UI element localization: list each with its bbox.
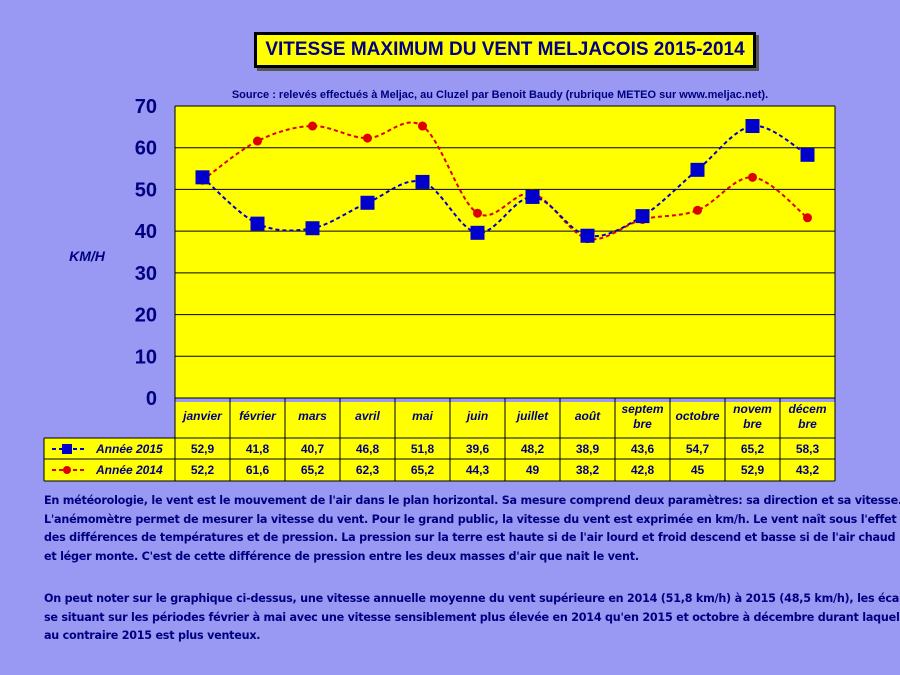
data-point (415, 174, 430, 189)
data-point (305, 221, 320, 236)
x-tick-label: octobre (675, 409, 719, 423)
x-tick-label: février (239, 409, 277, 423)
y-tick-label: 0 (146, 388, 157, 410)
paragraph-line: On peut noter sur le graphique ci-dessus… (44, 592, 900, 605)
chart-source: Source : relevés effectués à Meljac, au … (231, 89, 769, 101)
data-label: 42,8 (631, 463, 655, 477)
data-label: 62,3 (356, 463, 380, 477)
data-label: 54,7 (686, 442, 710, 456)
y-tick-label: 40 (135, 221, 157, 243)
paragraph-line: des différences de températures et de pr… (44, 531, 896, 544)
paragraph-line: et léger monte. C'est de cette différenc… (44, 549, 639, 563)
y-tick-label: 50 (135, 179, 157, 201)
y-tick-label: 20 (135, 305, 157, 327)
data-label: 38,9 (576, 442, 600, 456)
explanation-paragraph: En météorologie, le vent est le mouvemen… (44, 492, 900, 566)
legend-marker (62, 444, 72, 454)
chart-title: VITESSE MAXIMUM DU VENT MELJACOIS 2015-2… (254, 32, 756, 68)
analysis-paragraph: On peut noter sur le graphique ci-dessus… (44, 590, 900, 646)
data-label: 65,2 (301, 463, 325, 477)
wind-speed-chart: 0 10 20 30 40 50 60 70 KM/H janvier février mars a… (43, 96, 836, 482)
data-point (748, 172, 757, 182)
chart-title-text: VITESSE MAXIMUM DU VENT MELJACOIS 2015-2… (265, 39, 745, 60)
plot-area (175, 106, 835, 398)
data-label: 48,2 (521, 442, 545, 456)
data-label: 49 (526, 463, 540, 477)
data-label: 58,3 (796, 442, 820, 456)
data-label: 39,6 (466, 442, 490, 456)
y-tick-label: 60 (135, 138, 157, 160)
x-tick-label: janvier (181, 409, 223, 423)
data-point (745, 119, 760, 134)
data-label: 61,6 (246, 463, 270, 477)
legend-marker (63, 466, 71, 474)
data-point (360, 195, 375, 210)
data-point (308, 121, 317, 131)
series-line (201, 121, 809, 241)
data-label: 40,7 (301, 442, 325, 456)
data-label: 46,8 (356, 442, 380, 456)
y-tick-label: 10 (135, 346, 157, 368)
paragraph-line: En météorologie, le vent est le mouvemen… (44, 494, 900, 507)
data-point (635, 209, 650, 224)
data-point (803, 213, 812, 223)
paragraph-line: au contraire 2015 est plus venteux. (44, 629, 261, 642)
x-tick-label: avril (355, 409, 380, 423)
data-label: 52,2 (191, 463, 215, 477)
y-axis: 0 10 20 30 40 50 60 70 (135, 96, 157, 410)
data-label: 41,8 (246, 442, 270, 456)
data-table: janvier février mars avril mai juin juillet aoû… (43, 398, 836, 482)
data-label: 52,9 (741, 463, 765, 477)
series-markers (195, 119, 815, 244)
data-label: 65,2 (741, 442, 765, 456)
y-tick-label: 30 (135, 263, 157, 285)
x-tick-label: bre (743, 417, 762, 431)
data-label: 43,6 (631, 442, 655, 456)
paragraph-line: se situant sur les périodes février à ma… (44, 610, 900, 624)
x-tick-label: bre (798, 417, 817, 431)
x-tick-label: bre (633, 417, 652, 431)
data-point (690, 162, 705, 177)
data-point (250, 216, 265, 231)
data-point (470, 225, 485, 240)
data-label: 51,8 (411, 442, 435, 456)
data-label: 44,3 (466, 463, 490, 477)
data-label: 38,2 (576, 463, 600, 477)
paragraph-line: L'anémomètre permet de mesurer la vitess… (44, 512, 897, 526)
legend-label: Année 2015 (95, 442, 163, 456)
data-label: 45 (691, 463, 705, 477)
x-tick-label: décem (788, 402, 826, 416)
y-axis-label: KM/H (69, 248, 106, 264)
data-point (418, 121, 427, 131)
data-point (363, 133, 372, 143)
x-tick-label: mai (412, 409, 433, 423)
x-tick-label: juillet (515, 409, 549, 423)
x-tick-label: mars (298, 409, 327, 423)
gridlines (174, 105, 836, 399)
data-label: 52,9 (191, 442, 215, 456)
y-tick-label: 70 (135, 96, 157, 118)
data-point (195, 170, 210, 185)
data-point (693, 205, 702, 215)
data-point (800, 147, 815, 162)
x-tick-label: août (575, 409, 601, 423)
data-point (473, 208, 482, 218)
data-label: 43,2 (796, 463, 820, 477)
legend-label: Année 2014 (95, 463, 163, 477)
data-point (525, 189, 540, 204)
x-tick-label: juin (465, 409, 488, 423)
data-point (253, 136, 262, 146)
x-tick-label: septem (621, 402, 663, 416)
data-point (580, 228, 595, 243)
x-tick-label: novem (733, 402, 772, 416)
data-label: 65,2 (411, 463, 435, 477)
